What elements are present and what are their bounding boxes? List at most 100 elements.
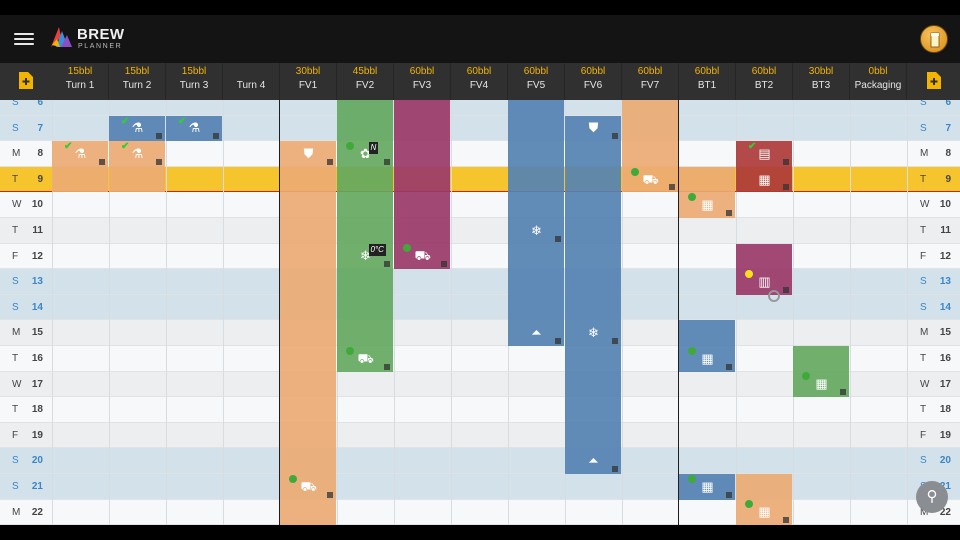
column-header-fv1[interactable]: 30bbl FV1 xyxy=(280,63,337,100)
keg-icon[interactable]: ▤ xyxy=(758,146,771,161)
resize-handle[interactable] xyxy=(612,338,618,344)
resize-handle[interactable] xyxy=(384,158,390,165)
schedule-grid: S 6 S 6 S 7 S 7 M 8 M 8 T 9 T 9 W 10 W 10 T 11 T 11 F 12 F 12 S 13 S 13… xyxy=(0,100,960,525)
snowflake-icon[interactable]: ❄ xyxy=(531,222,542,238)
cart-icon[interactable]: ⛟ xyxy=(300,478,317,494)
resize-handle[interactable] xyxy=(384,261,390,268)
schedule-block-bt3[interactable] xyxy=(793,346,849,398)
package-icon[interactable]: ▦ xyxy=(758,504,771,520)
schedule-block-turn-1[interactable] xyxy=(52,141,108,193)
resize-handle[interactable] xyxy=(555,338,561,344)
package-icon[interactable]: ▦ xyxy=(701,478,714,494)
kettle-icon[interactable]: ⚗ xyxy=(74,146,87,161)
column-header-fv3[interactable]: 60bbl FV3 xyxy=(394,63,451,100)
column-capacity: 60bbl xyxy=(751,66,777,77)
schedule-block-bt1[interactable] xyxy=(679,320,735,372)
resize-handle[interactable] xyxy=(327,158,333,165)
weekday-letter: S xyxy=(12,100,19,108)
weekday-letter: M xyxy=(12,327,21,339)
day-number: 21 xyxy=(31,481,43,492)
schedule-block-fv3[interactable] xyxy=(394,100,450,270)
hamburger-menu-icon[interactable] xyxy=(14,30,34,48)
schedule-block-bt1[interactable] xyxy=(679,166,735,218)
resize-handle[interactable] xyxy=(555,235,561,242)
column-header-fv2[interactable]: 45bbl FV2 xyxy=(337,63,394,100)
add-document-icon-right[interactable] xyxy=(908,63,960,100)
schedule-block-fv6[interactable] xyxy=(565,115,621,474)
resize-handle[interactable] xyxy=(99,158,105,165)
schedule-block-fv7[interactable] xyxy=(622,100,678,193)
column-name: FV2 xyxy=(355,80,375,91)
column-header-packaging[interactable]: 0bbl Packaging xyxy=(850,63,907,100)
resize-handle[interactable] xyxy=(327,491,333,498)
column-header-turn-1[interactable]: 15bbl Turn 1 xyxy=(52,63,109,100)
snowflake-icon[interactable]: ❄ xyxy=(588,325,599,341)
schedule-block-turn-2[interactable] xyxy=(109,115,165,142)
day-label-left: S 13 xyxy=(0,269,52,294)
resize-handle[interactable] xyxy=(726,491,732,498)
column-header-turn-4[interactable]: Turn 4 xyxy=(223,63,280,100)
resize-handle[interactable] xyxy=(669,184,675,191)
package-icon[interactable]: ▦ xyxy=(701,350,714,366)
column-header-bt2[interactable]: 60bbl BT2 xyxy=(736,63,793,100)
column-header-fv7[interactable]: 60bbl FV7 xyxy=(622,63,679,100)
kettle-icon[interactable]: ⚗ xyxy=(131,120,144,136)
resize-handle[interactable] xyxy=(156,133,162,140)
column-header-fv5[interactable]: 60bbl FV5 xyxy=(508,63,565,100)
day-number: 8 xyxy=(945,148,951,160)
add-document-icon[interactable] xyxy=(0,63,52,100)
resize-handle[interactable] xyxy=(783,158,789,165)
column-header-turn-3[interactable]: 15bbl Turn 3 xyxy=(166,63,223,100)
schedule-block-bt2[interactable] xyxy=(736,474,792,525)
dry-hop-icon[interactable]: ✿ xyxy=(360,146,371,161)
transfer-icon[interactable]: ⛊ xyxy=(303,146,314,161)
column-header-fv6[interactable]: 60bbl FV6 xyxy=(565,63,622,100)
cart-icon[interactable]: ⛟ xyxy=(357,350,374,366)
day-label-left: S 20 xyxy=(0,448,52,473)
column-header-fv4[interactable]: 60bbl FV4 xyxy=(451,63,508,100)
kettle-icon[interactable]: ⚗ xyxy=(131,146,144,161)
column-header-bt1[interactable]: 60bbl BT1 xyxy=(679,63,736,100)
schedule-block-turn-2[interactable] xyxy=(109,141,165,193)
status-dot xyxy=(744,500,753,509)
resize-handle[interactable] xyxy=(213,133,219,140)
search-icon[interactable]: ⚲ xyxy=(916,481,948,513)
column-header-turn-2[interactable]: 15bbl Turn 2 xyxy=(109,63,166,100)
cart-icon[interactable]: ⛟ xyxy=(414,248,431,264)
resize-handle[interactable] xyxy=(441,261,447,268)
yeast-flask-icon[interactable]: ⏶ xyxy=(531,325,542,341)
column-capacity: 60bbl xyxy=(466,66,492,77)
resize-handle[interactable] xyxy=(726,363,732,370)
resize-handle[interactable] xyxy=(156,158,162,165)
resize-handle[interactable] xyxy=(384,363,390,370)
schedule-block-fv5[interactable] xyxy=(508,100,564,346)
package-icon[interactable]: ▦ xyxy=(701,197,714,213)
cart-icon[interactable]: ⛟ xyxy=(642,171,659,187)
schedule-block-fv2[interactable] xyxy=(337,100,393,372)
day-label-left: M 15 xyxy=(0,320,52,345)
resize-handle[interactable] xyxy=(612,466,618,472)
snowflake-icon[interactable]: ❄ xyxy=(360,248,371,264)
schedule-block-turn-3[interactable] xyxy=(166,115,222,142)
resize-handle[interactable] xyxy=(783,286,789,293)
schedule-block-fv1[interactable] xyxy=(280,141,336,525)
column-header-bt3[interactable]: 30bbl BT3 xyxy=(793,63,850,100)
day-number: 7 xyxy=(945,122,951,134)
resize-handle[interactable] xyxy=(840,389,846,396)
resize-handle[interactable] xyxy=(612,133,618,140)
resize-handle[interactable] xyxy=(726,210,732,216)
resize-handle[interactable] xyxy=(783,184,789,191)
schedule-block-bt2[interactable] xyxy=(736,141,792,193)
yeast-flask-icon[interactable]: ⏶ xyxy=(588,453,599,469)
day-row: M 15 M 15 xyxy=(0,320,960,346)
transfer-icon[interactable]: ⛊ xyxy=(588,120,599,136)
resize-handle[interactable] xyxy=(783,517,789,524)
beer-glass-avatar-icon[interactable] xyxy=(920,25,948,53)
package-icon[interactable]: ▦ xyxy=(758,171,771,187)
day-number: 22 xyxy=(939,506,951,518)
can-icon[interactable]: ▥ xyxy=(758,274,771,289)
kettle-icon[interactable]: ⚗ xyxy=(188,120,201,136)
column-name: BT2 xyxy=(754,80,774,91)
schedule-block-bt2[interactable] xyxy=(736,243,792,295)
package-icon[interactable]: ▦ xyxy=(815,376,828,392)
